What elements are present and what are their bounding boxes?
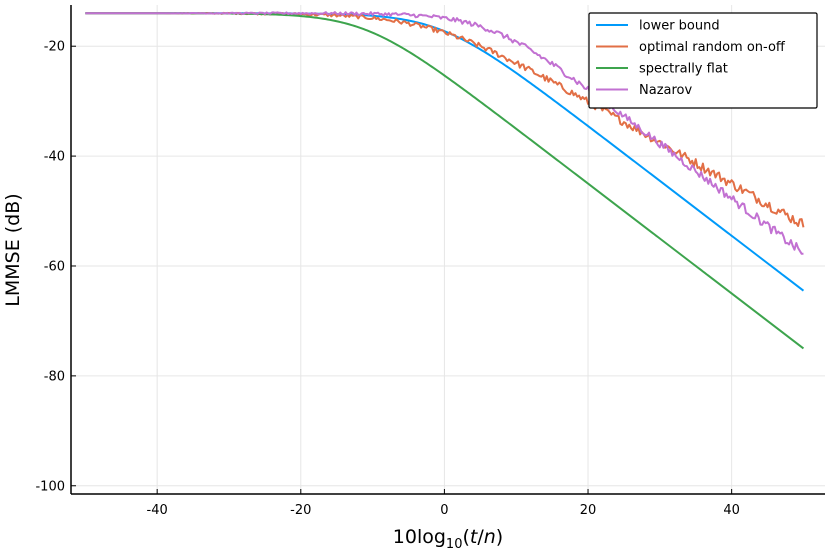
axes xyxy=(70,5,825,495)
series-group xyxy=(85,11,805,350)
x-tick-label: -40 xyxy=(147,503,168,518)
grid xyxy=(71,5,825,494)
legend-label-optimal-random-on-off: optimal random on-off xyxy=(639,40,786,55)
y-tick-label: -80 xyxy=(44,369,65,384)
legend-label-spectrally-flat: spectrally flat xyxy=(639,62,728,77)
x-ticks: -40 -20 0 20 40 xyxy=(147,489,740,518)
y-tick-label: -20 xyxy=(44,40,65,55)
x-tick-label: 0 xyxy=(440,503,448,518)
legend-label-nazarov: Nazarov xyxy=(639,83,692,98)
x-tick-label: -20 xyxy=(290,503,311,518)
legend: lower bound optimal random on-off spectral… xyxy=(588,12,818,109)
x-tick-label: 40 xyxy=(723,503,740,518)
legend-box xyxy=(588,12,818,109)
x-axis-label: 10log10(t/n) xyxy=(393,526,503,552)
x-tick-label: 20 xyxy=(580,503,597,518)
series-line-nazarov xyxy=(85,11,804,255)
y-ticks: -20 -40 -60 -80 -100 xyxy=(35,40,76,494)
y-tick-label: -100 xyxy=(35,479,65,494)
y-tick-label: -60 xyxy=(44,259,65,274)
legend-label-lower-bound: lower bound xyxy=(639,19,720,34)
y-tick-label: -40 xyxy=(44,150,65,165)
y-axis-label: LMMSE (dB) xyxy=(2,193,24,306)
